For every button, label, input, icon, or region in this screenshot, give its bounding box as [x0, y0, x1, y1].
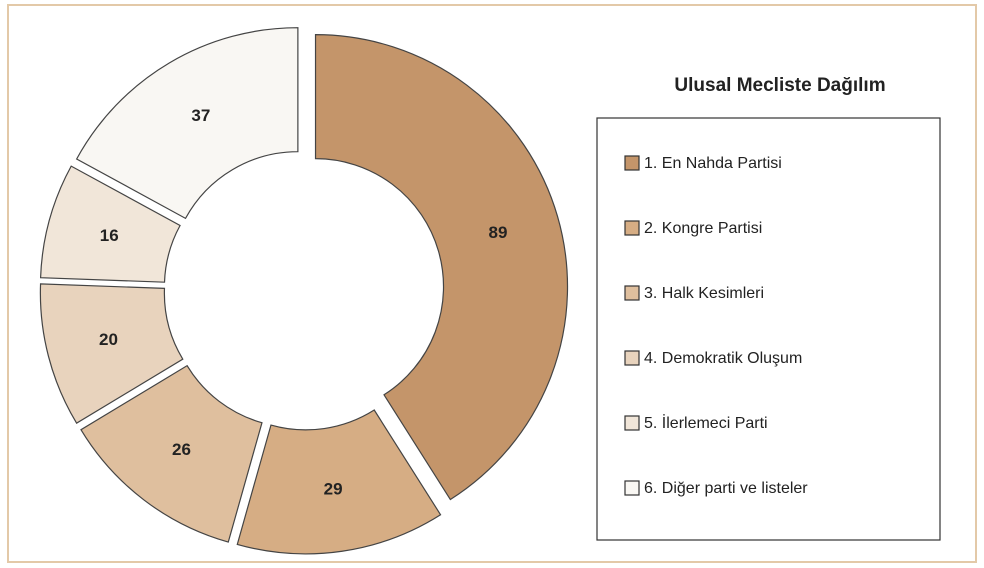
chart-title: Ulusal Mecliste Dağılım: [674, 75, 885, 96]
legend-swatch: [624, 350, 640, 366]
legend-label: 6. Diğer parti ve listeler: [644, 480, 808, 497]
value-label: 26: [172, 440, 191, 459]
value-label: 29: [324, 479, 343, 498]
legend-swatch: [624, 285, 640, 301]
legend-swatch: [624, 480, 640, 496]
legend-label: 4. Demokratik Oluşum: [644, 350, 802, 367]
slice: [39, 283, 184, 425]
legend-label: 1. En Nahda Partisi: [644, 155, 782, 172]
value-label: 89: [489, 223, 508, 242]
slice: [39, 165, 181, 283]
legend-box: [596, 117, 941, 541]
value-label: 16: [100, 226, 119, 245]
slice: [236, 409, 442, 555]
legend-swatch: [624, 220, 640, 236]
slice: [75, 27, 299, 220]
value-label: 20: [99, 330, 118, 349]
value-label: 37: [191, 106, 210, 125]
legend-swatch: [624, 415, 640, 431]
legend-label: 3. Halk Kesimleri: [644, 285, 764, 302]
legend-label: 2. Kongre Partisi: [644, 220, 762, 237]
slice: [80, 364, 263, 543]
slice: [314, 34, 569, 501]
legend-label: 5. İlerlemeci Parti: [644, 413, 768, 432]
legend-swatch: [624, 155, 640, 171]
